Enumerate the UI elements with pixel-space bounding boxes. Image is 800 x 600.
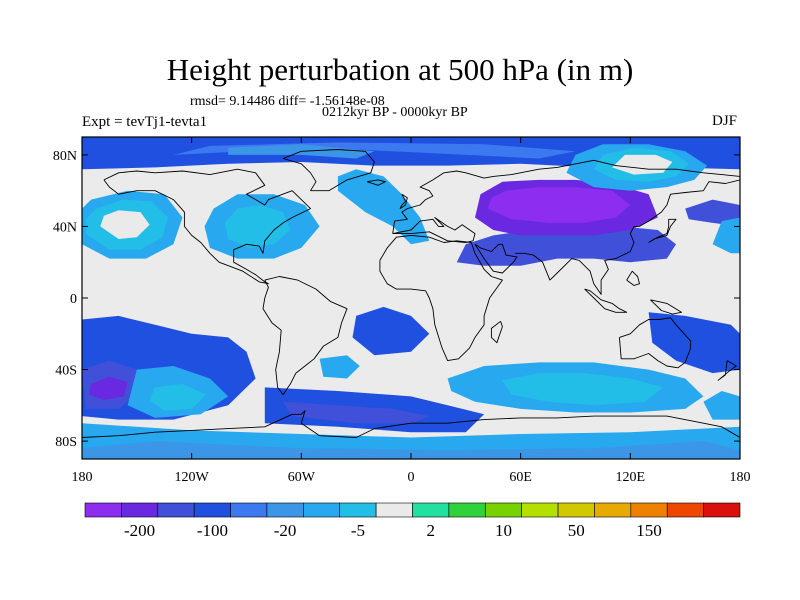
field-region-11: [487, 187, 631, 223]
coastline-4: [392, 217, 476, 243]
axis-layer: 80N 40N 0 40S 80S 180 120W 60W 0 60E 120E 180: [53, 137, 751, 485]
field-region-28: [648, 312, 740, 374]
colorbar-label: -20: [274, 521, 297, 540]
colorbar-label: -5: [351, 521, 365, 540]
field-region-15: [685, 199, 740, 227]
season-label: DJF: [712, 113, 738, 129]
experiment-label: Expt = tevTj1-tevta1: [82, 114, 208, 130]
period-label: 0212kyr BP - 0000kyr BP: [322, 105, 468, 120]
colorbar-swatch-15: [630, 502, 668, 518]
stats-label: rmsd= 9.14486 diff= -1.56148e-08: [190, 94, 385, 109]
colorbar-swatch-2: [157, 502, 195, 518]
colorbar-swatch-17: [703, 502, 741, 518]
lon-tick-label: 120W: [175, 470, 210, 485]
coastline-layer: [82, 149, 740, 438]
colorbar-label: 2: [426, 521, 435, 540]
lat-tick-label: 80S: [55, 435, 77, 450]
field-region-19: [89, 376, 128, 400]
field-region-22: [319, 355, 360, 379]
lon-tick-label: 180: [730, 470, 751, 485]
lat-tick-label: 40N: [53, 220, 77, 235]
field-region-21: [149, 383, 207, 411]
colorbar-swatch-4: [230, 502, 268, 518]
colorbar-swatch-6: [303, 502, 341, 518]
map-title: Height perturbation at 500 hPa (in m): [166, 52, 634, 87]
field-region-29: [703, 391, 740, 420]
coastline-9: [82, 410, 740, 438]
colorbar-swatch-9: [412, 502, 450, 518]
colorbar-swatch-14: [594, 502, 632, 518]
colorbar-swatch-10: [448, 502, 486, 518]
coastline-13: [366, 179, 386, 186]
colorbar-swatch-1: [121, 502, 159, 518]
coastline-16: [717, 360, 737, 381]
coastline-11: [648, 218, 677, 243]
colorbar-label: -200: [124, 521, 155, 540]
field-layer: [82, 137, 740, 459]
lat-tick-label: 80N: [53, 149, 77, 164]
lat-tick-label: 0: [70, 292, 77, 307]
field-region-7: [224, 205, 291, 248]
colorbar-swatch-13: [557, 502, 595, 518]
coastline-15: [650, 299, 682, 315]
field-region-5: [100, 210, 150, 239]
colorbar-swatch-11: [484, 502, 522, 518]
coastline-0: [103, 168, 311, 285]
colorbar-swatch-5: [266, 502, 304, 518]
lon-tick-label: 180: [72, 470, 93, 485]
colorbar-label: 150: [636, 521, 662, 540]
coastline-2: [282, 149, 375, 192]
colorbar-label: 50: [568, 521, 585, 540]
lon-tick-label: 0: [408, 470, 415, 485]
field-region-27: [502, 373, 664, 406]
colorbar-label: -100: [197, 521, 228, 540]
lon-tick-label: 60E: [509, 470, 532, 485]
coastline-12: [399, 193, 408, 209]
coastline-6: [474, 243, 518, 274]
coastline-3: [392, 159, 740, 234]
field-region-8: [337, 169, 430, 245]
coastline-7: [515, 179, 740, 295]
coastline-17: [626, 270, 640, 286]
field-region-25: [352, 306, 430, 356]
colorbar-swatch-3: [193, 502, 231, 518]
lat-tick-label: 40S: [55, 364, 77, 379]
lon-tick-label: 60W: [288, 470, 316, 485]
colorbar: -200 -100 -20 -5 2 10 50 150: [84, 502, 741, 540]
colorbar-swatch-12: [521, 502, 559, 518]
field-region-16: [712, 217, 740, 254]
colorbar-swatch-7: [339, 502, 377, 518]
coastline-14: [490, 320, 503, 344]
coastline-8: [618, 317, 692, 369]
field-region-24: [283, 401, 430, 424]
field-region-14: [612, 154, 673, 175]
colorbar-swatch-8: [375, 502, 413, 518]
colorbar-swatch-16: [666, 502, 704, 518]
colorbar-label: 10: [495, 521, 512, 540]
coastline-1: [262, 276, 348, 396]
lon-tick-label: 120E: [616, 470, 646, 485]
coastline-5: [379, 234, 503, 362]
colorbar-swatch-0: [84, 502, 122, 518]
coastline-10: [584, 288, 628, 313]
field-region-31: [82, 441, 740, 459]
